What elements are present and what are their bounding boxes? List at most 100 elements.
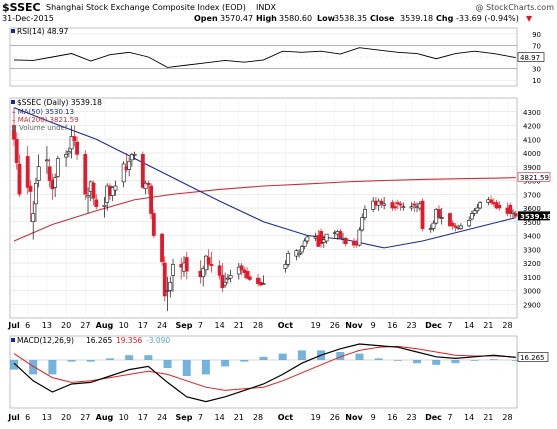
candle-body: [162, 262, 167, 297]
candle-body: [45, 159, 49, 162]
candle-body: [209, 264, 214, 267]
x-tick-label: Nov: [345, 413, 363, 422]
macd-legend-prefix: MACD(12,26,9): [17, 336, 74, 345]
x-tick-label: 16: [387, 321, 397, 330]
price-panel: 4300420041004000390038003700360035003400…: [9, 97, 552, 319]
rsi-legend: RSI(14) 48.97: [17, 27, 69, 36]
open-label: Open: [194, 14, 218, 23]
macd-histogram-bar: [182, 360, 191, 376]
price-legend: $SSEC (Daily) 3539.18: [17, 98, 102, 107]
candle-body: [302, 240, 307, 247]
macd-value-tag: 16.265: [520, 354, 545, 362]
candle-body: [94, 199, 99, 207]
candle-body: [201, 268, 206, 278]
macd-histogram-bar: [10, 360, 18, 370]
candle-body: [64, 154, 68, 158]
rsi-value-tag: 48.97: [520, 54, 540, 62]
candle-body: [239, 265, 244, 271]
candle-body: [363, 209, 367, 218]
candle-body: [478, 202, 482, 209]
macd-histogram-bar: [278, 353, 287, 360]
volume-legend: ▪ Volume undef: [12, 124, 68, 132]
candle-body: [448, 213, 452, 227]
candle-body: [228, 275, 233, 279]
candle-body: [236, 266, 241, 275]
x-tick-label: 9: [371, 413, 376, 422]
candle-body: [140, 154, 145, 188]
x-tick-label: Dec: [425, 321, 442, 330]
high-value: 3580.60: [279, 14, 312, 23]
candle-body: [110, 187, 115, 196]
macd-histogram-bar: [451, 360, 460, 364]
candle-body: [28, 185, 33, 192]
candle-body: [437, 209, 441, 218]
macd-histogram-bar: [393, 360, 402, 361]
candle-body: [151, 213, 156, 236]
macd-legend-hist: -3.090: [146, 336, 170, 345]
candle-body: [75, 141, 79, 155]
symbol-title: $SSEC: [2, 1, 41, 14]
macd-legend-swatch: [11, 338, 15, 342]
macd-histogram-bar: [413, 360, 422, 364]
candle-body: [343, 237, 348, 245]
x-tick-label: 21: [483, 413, 493, 422]
x-tick-label: 7: [198, 321, 203, 330]
candle-body: [225, 277, 230, 280]
candle-body: [121, 163, 126, 183]
candle-body: [113, 185, 118, 191]
candle-body: [261, 283, 266, 285]
candle-body: [497, 204, 502, 209]
low-value: 3538.35: [334, 14, 367, 23]
close-tag-box: [518, 211, 550, 221]
macd-histogram-bar: [163, 360, 172, 368]
x-tick-label: 14: [464, 413, 474, 422]
x-tick-label: 20: [61, 321, 71, 330]
price-tick-label: 3300: [523, 246, 541, 254]
candle-body: [459, 225, 463, 229]
candle-body: [401, 206, 406, 208]
candle-body: [31, 213, 36, 223]
candle-body: [324, 233, 329, 242]
ma200-tag-box: [517, 172, 551, 182]
candle-body: [489, 199, 493, 203]
ma50-line: [13, 107, 516, 249]
x-tick-label: 14: [215, 321, 225, 330]
candle-body: [149, 185, 153, 214]
macd-histogram-bar: [489, 359, 498, 360]
chg-value: -33.69 (-0.94%): [456, 14, 519, 23]
x-tick-label: 21: [483, 321, 493, 330]
candle-body: [453, 225, 458, 228]
candle-body: [398, 203, 403, 206]
candle-body: [184, 257, 189, 272]
macd-histogram-bar: [355, 353, 364, 360]
candle-body: [14, 138, 19, 163]
header-date: 31-Dec-2015: [2, 14, 54, 23]
x-tick-label: 28: [253, 413, 263, 422]
candle-body: [34, 182, 38, 205]
candle-body: [83, 154, 88, 195]
candle-body: [472, 210, 477, 214]
x-tick-label: 27: [80, 321, 90, 330]
candle-body: [409, 206, 414, 209]
x-tick-label: Jul: [7, 321, 20, 330]
macd-x-axis: Jul 6 13 20 27 Aug 10 17 24 Sep 7 14 21 28 Oct 19 26 Nov 9…: [7, 413, 512, 422]
macd-histogram-bar: [297, 350, 306, 360]
candle-body: [217, 265, 222, 276]
price-legend-swatch: [11, 100, 15, 104]
macd-histogram-bar: [48, 360, 57, 375]
x-tick-label: 14: [215, 413, 225, 422]
macd-histogram-bar: [240, 360, 249, 362]
candle-body: [286, 253, 291, 265]
price-tick-label: 4200: [523, 123, 541, 131]
macd-histogram-bar: [470, 360, 479, 361]
x-tick-label: 17: [138, 321, 148, 330]
candle-body: [36, 166, 41, 181]
macd-histogram-bar: [29, 360, 38, 375]
candle-body: [431, 222, 436, 229]
candle-body: [382, 203, 387, 206]
candle-body: [256, 277, 260, 284]
macd-histogram-bar: [511, 360, 520, 361]
x-tick-label: Nov: [345, 321, 363, 330]
rsi-tick-label: 70: [532, 42, 541, 50]
down-arrow-icon: ▼: [526, 14, 533, 23]
